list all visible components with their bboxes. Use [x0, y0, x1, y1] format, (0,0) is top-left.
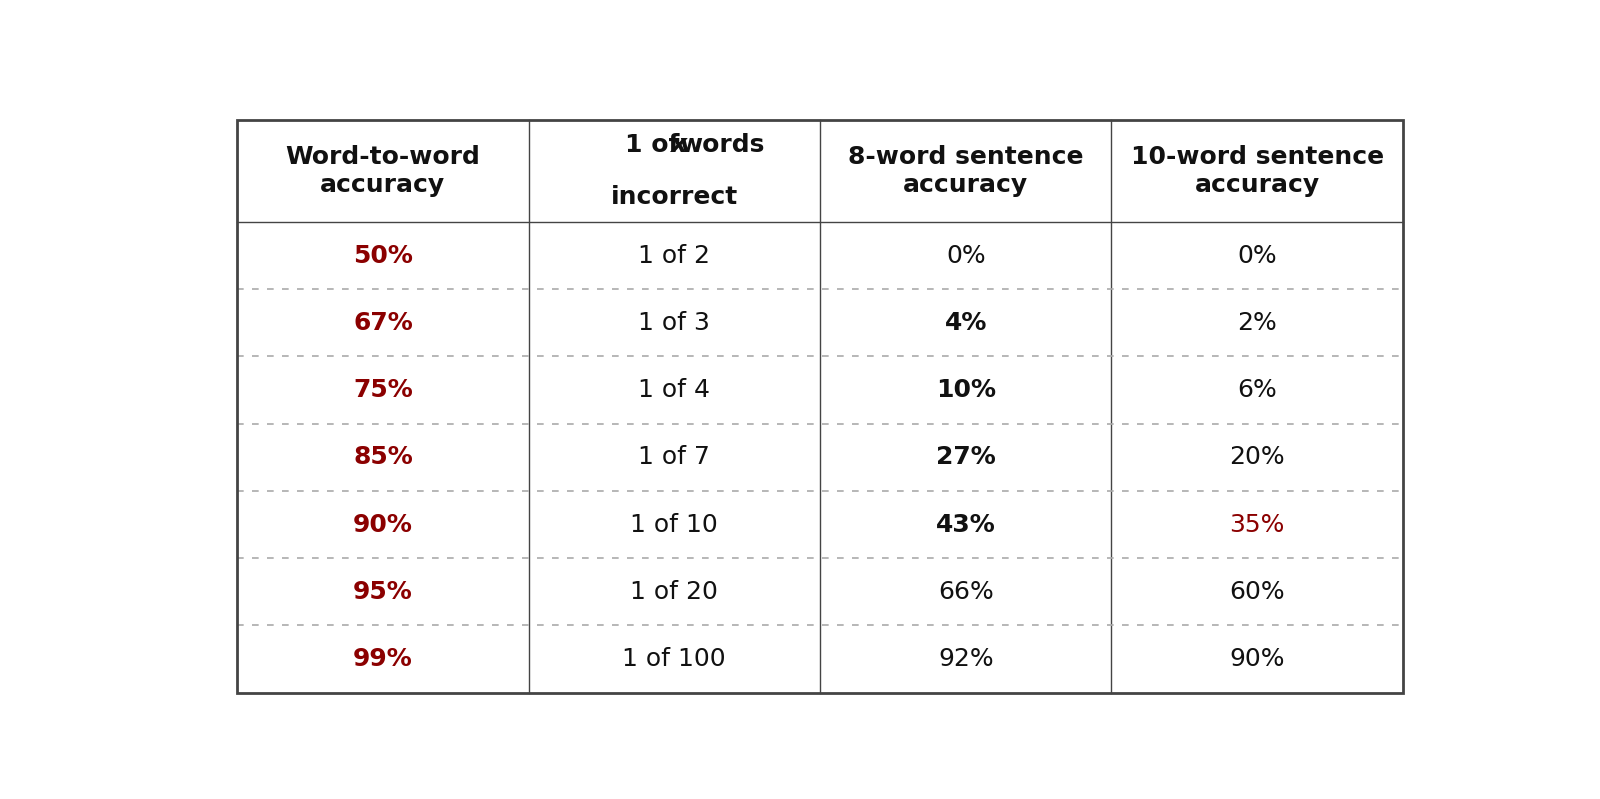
Text: 43%: 43% — [936, 513, 995, 537]
Text: 1 of 10: 1 of 10 — [630, 513, 718, 537]
Text: 1 of 2: 1 of 2 — [638, 244, 710, 268]
Text: 6%: 6% — [1237, 378, 1277, 402]
Text: 10%: 10% — [936, 378, 995, 402]
Text: 50%: 50% — [354, 244, 413, 268]
Text: 4%: 4% — [944, 311, 987, 335]
Text: 92%: 92% — [938, 647, 994, 671]
Text: 99%: 99% — [354, 647, 413, 671]
Text: 1 of 20: 1 of 20 — [630, 580, 718, 604]
Text: 75%: 75% — [354, 378, 413, 402]
Text: 85%: 85% — [354, 445, 413, 469]
Text: 20%: 20% — [1229, 445, 1285, 469]
Text: 35%: 35% — [1229, 513, 1285, 537]
Text: 67%: 67% — [354, 311, 413, 335]
Text: 27%: 27% — [936, 445, 995, 469]
Text: 1 of 4: 1 of 4 — [638, 378, 710, 402]
Text: words: words — [678, 133, 765, 157]
Text: 0%: 0% — [946, 244, 986, 268]
Text: 8-word sentence
accuracy: 8-word sentence accuracy — [848, 145, 1083, 197]
Text: 95%: 95% — [354, 580, 413, 604]
Text: 1 of 7: 1 of 7 — [638, 445, 710, 469]
Text: 10-word sentence
accuracy: 10-word sentence accuracy — [1131, 145, 1384, 197]
Text: 1 of 3: 1 of 3 — [638, 311, 710, 335]
Text: 60%: 60% — [1229, 580, 1285, 604]
Text: 1 of: 1 of — [626, 133, 688, 157]
Text: incorrect: incorrect — [611, 185, 738, 209]
Text: 90%: 90% — [1229, 647, 1285, 671]
Text: 2%: 2% — [1237, 311, 1277, 335]
Text: 66%: 66% — [938, 580, 994, 604]
Text: x: x — [670, 133, 686, 157]
Text: Word-to-word
accuracy: Word-to-word accuracy — [285, 145, 480, 197]
Text: 1 of 100: 1 of 100 — [622, 647, 726, 671]
Text: 0%: 0% — [1237, 244, 1277, 268]
Text: 90%: 90% — [354, 513, 413, 537]
